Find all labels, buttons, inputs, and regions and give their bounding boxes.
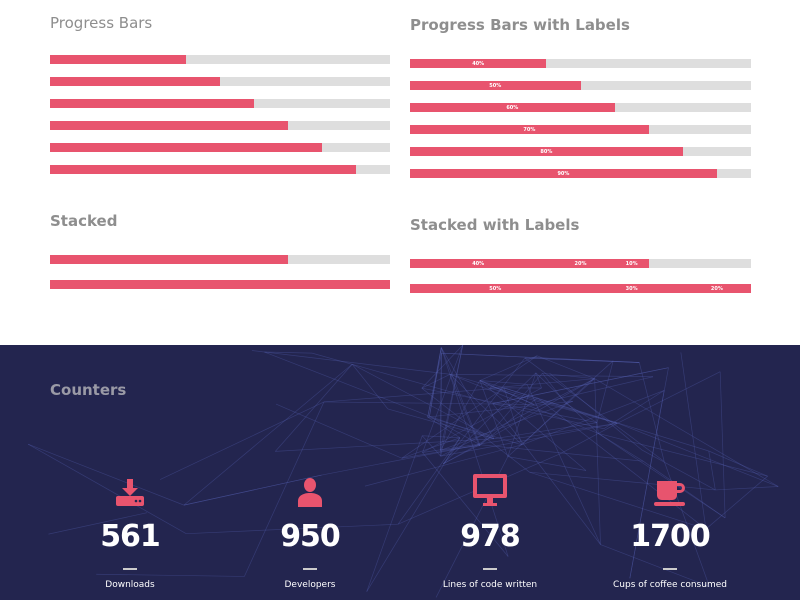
progress-bar-labeled: 70% bbox=[410, 125, 751, 134]
progress-segment bbox=[186, 255, 254, 264]
counter-item: 950 Developers bbox=[220, 473, 400, 590]
progress-segment bbox=[50, 121, 288, 130]
progress-bars-title: Progress Bars bbox=[50, 14, 153, 32]
progress-bar bbox=[50, 99, 390, 108]
progress-segment: 30% bbox=[625, 285, 638, 292]
progress-bar-labeled: 90% bbox=[410, 169, 751, 178]
divider bbox=[303, 568, 317, 570]
progress-segment: 50% bbox=[489, 82, 502, 89]
divider bbox=[123, 568, 137, 570]
progress-segment: 20% bbox=[574, 260, 587, 267]
stacked-title: Stacked bbox=[50, 212, 118, 230]
progress-fill bbox=[50, 165, 356, 174]
counters-title: Counters bbox=[50, 381, 127, 399]
progress-bar-labeled: 50% bbox=[410, 81, 751, 90]
counter-label: Downloads bbox=[105, 580, 155, 590]
progress-segment: 50% bbox=[489, 285, 502, 292]
progress-segment: 10% bbox=[625, 260, 638, 267]
counter-value: 561 bbox=[100, 519, 161, 554]
progress-bar bbox=[50, 55, 390, 64]
counter-label: Cups of coffee consumed bbox=[613, 580, 727, 590]
progress-segment bbox=[50, 280, 220, 289]
counter-label: Lines of code written bbox=[442, 580, 538, 590]
counters-section: Counters 561 Downloads 950 Developers 978 Lin… bbox=[0, 345, 800, 600]
progress-fill: 90% bbox=[410, 169, 717, 178]
divider bbox=[483, 568, 497, 570]
progress-fill bbox=[50, 255, 288, 264]
progress-fill: 50% bbox=[410, 81, 581, 90]
progress-segment bbox=[50, 143, 322, 152]
progress-segment bbox=[322, 280, 390, 289]
stacked-bar-labeled: 50% 30% 20% bbox=[410, 284, 751, 293]
network-background bbox=[27, 345, 779, 598]
progress-fill bbox=[50, 121, 288, 130]
progress-bar bbox=[50, 77, 390, 86]
progress-fill bbox=[50, 77, 220, 86]
counter-item: 1700 Cups of coffee consumed bbox=[580, 473, 760, 590]
download-icon bbox=[40, 473, 220, 507]
progress-fill bbox=[50, 55, 186, 64]
progress-fill bbox=[50, 99, 254, 108]
progress-bar-labeled: 60% bbox=[410, 103, 751, 112]
counter-item: 978 Lines of code written bbox=[400, 473, 580, 590]
progress-segment bbox=[220, 280, 322, 289]
counter-value: 950 bbox=[280, 519, 341, 554]
counter-label: Developers bbox=[284, 580, 336, 590]
progress-fill: 40% bbox=[410, 59, 547, 68]
progress-fill: 50% 30% 20% bbox=[410, 284, 751, 293]
progress-bar bbox=[50, 165, 390, 174]
stacked-bar bbox=[50, 280, 390, 289]
progress-segment bbox=[50, 77, 220, 86]
progress-fill: 40% 20% 10% bbox=[410, 259, 649, 268]
progress-fill bbox=[50, 143, 322, 152]
progress-bar bbox=[50, 143, 390, 152]
divider bbox=[663, 568, 677, 570]
monitor-icon bbox=[400, 473, 580, 507]
progress-segment bbox=[50, 165, 356, 174]
stacked-bar bbox=[50, 255, 390, 264]
progress-segment: 20% bbox=[710, 285, 723, 292]
stacked-labels-title: Stacked with Labels bbox=[410, 216, 580, 234]
progress-segment: 60% bbox=[506, 104, 519, 111]
progress-fill: 80% bbox=[410, 147, 683, 156]
stacked-bar-labeled: 40% 20% 10% bbox=[410, 259, 751, 268]
progress-segment bbox=[254, 255, 288, 264]
progress-bar-labeled: 40% bbox=[410, 59, 751, 68]
counter-value: 1700 bbox=[630, 519, 711, 554]
progress-segment: 40% bbox=[472, 60, 485, 67]
counter-value: 978 bbox=[460, 519, 521, 554]
progress-bar-labeled: 80% bbox=[410, 147, 751, 156]
progress-segment bbox=[50, 99, 254, 108]
progress-segment: 70% bbox=[523, 126, 536, 133]
progress-fill bbox=[50, 280, 390, 289]
user-icon bbox=[220, 473, 400, 507]
progress-fill: 60% bbox=[410, 103, 615, 112]
progress-segment: 80% bbox=[540, 148, 553, 155]
progress-segment: 40% bbox=[472, 260, 485, 267]
progress-bar bbox=[50, 121, 390, 130]
coffee-icon bbox=[580, 473, 760, 507]
progress-labels-title: Progress Bars with Labels bbox=[410, 16, 630, 34]
progress-segment: 90% bbox=[557, 170, 570, 177]
progress-segment bbox=[50, 55, 186, 64]
progress-segment bbox=[50, 255, 186, 264]
progress-fill: 70% bbox=[410, 125, 649, 134]
counter-item: 561 Downloads bbox=[40, 473, 220, 590]
